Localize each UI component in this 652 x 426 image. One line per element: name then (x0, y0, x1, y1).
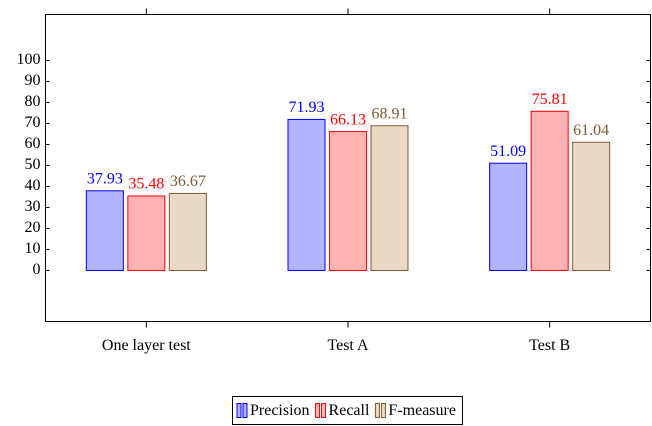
y-tick-label: 100 (17, 51, 41, 68)
y-tick-label: 20 (25, 219, 41, 236)
legend-icon (236, 403, 242, 418)
legend-icon (380, 403, 386, 418)
y-tick-label: 0 (33, 261, 41, 278)
data-label: 68.91 (372, 105, 408, 122)
legend-label: F-measure (388, 402, 456, 419)
y-tick-label: 50 (25, 156, 41, 173)
x-tick-label: One layer test (102, 337, 191, 354)
legend-label: Recall (329, 402, 370, 419)
bar (572, 141, 611, 271)
y-tick-label: 10 (25, 240, 41, 257)
bar (127, 195, 166, 271)
legend-icon (321, 403, 327, 418)
y-tick-label: 90 (25, 72, 41, 89)
bar (329, 131, 367, 271)
bar (530, 110, 569, 271)
data-label: 36.67 (170, 173, 206, 190)
legend-icon (242, 403, 248, 418)
data-label: 75.81 (532, 91, 568, 108)
x-tick-label: Test A (327, 337, 369, 354)
x-tick-label: Test B (529, 337, 570, 354)
y-tick-label: 30 (25, 198, 41, 215)
legend-box (232, 396, 463, 425)
bar (489, 162, 528, 271)
bar (370, 125, 409, 271)
data-label: 37.93 (87, 170, 123, 187)
legend-label: Precision (250, 402, 310, 419)
y-tick-label: 40 (25, 177, 41, 194)
data-label: 61.04 (573, 122, 609, 139)
data-label: 35.48 (128, 176, 164, 193)
data-label: 71.93 (289, 99, 325, 116)
legend-icon (315, 403, 321, 418)
bar (168, 192, 207, 271)
y-tick-label: 70 (25, 114, 41, 131)
bar (85, 190, 124, 271)
data-label: 51.09 (490, 143, 526, 160)
y-tick-label: 80 (25, 93, 41, 110)
legend-icon (374, 403, 380, 418)
data-label: 66.13 (330, 111, 366, 128)
y-tick-label: 60 (25, 135, 41, 152)
bar (287, 118, 326, 271)
